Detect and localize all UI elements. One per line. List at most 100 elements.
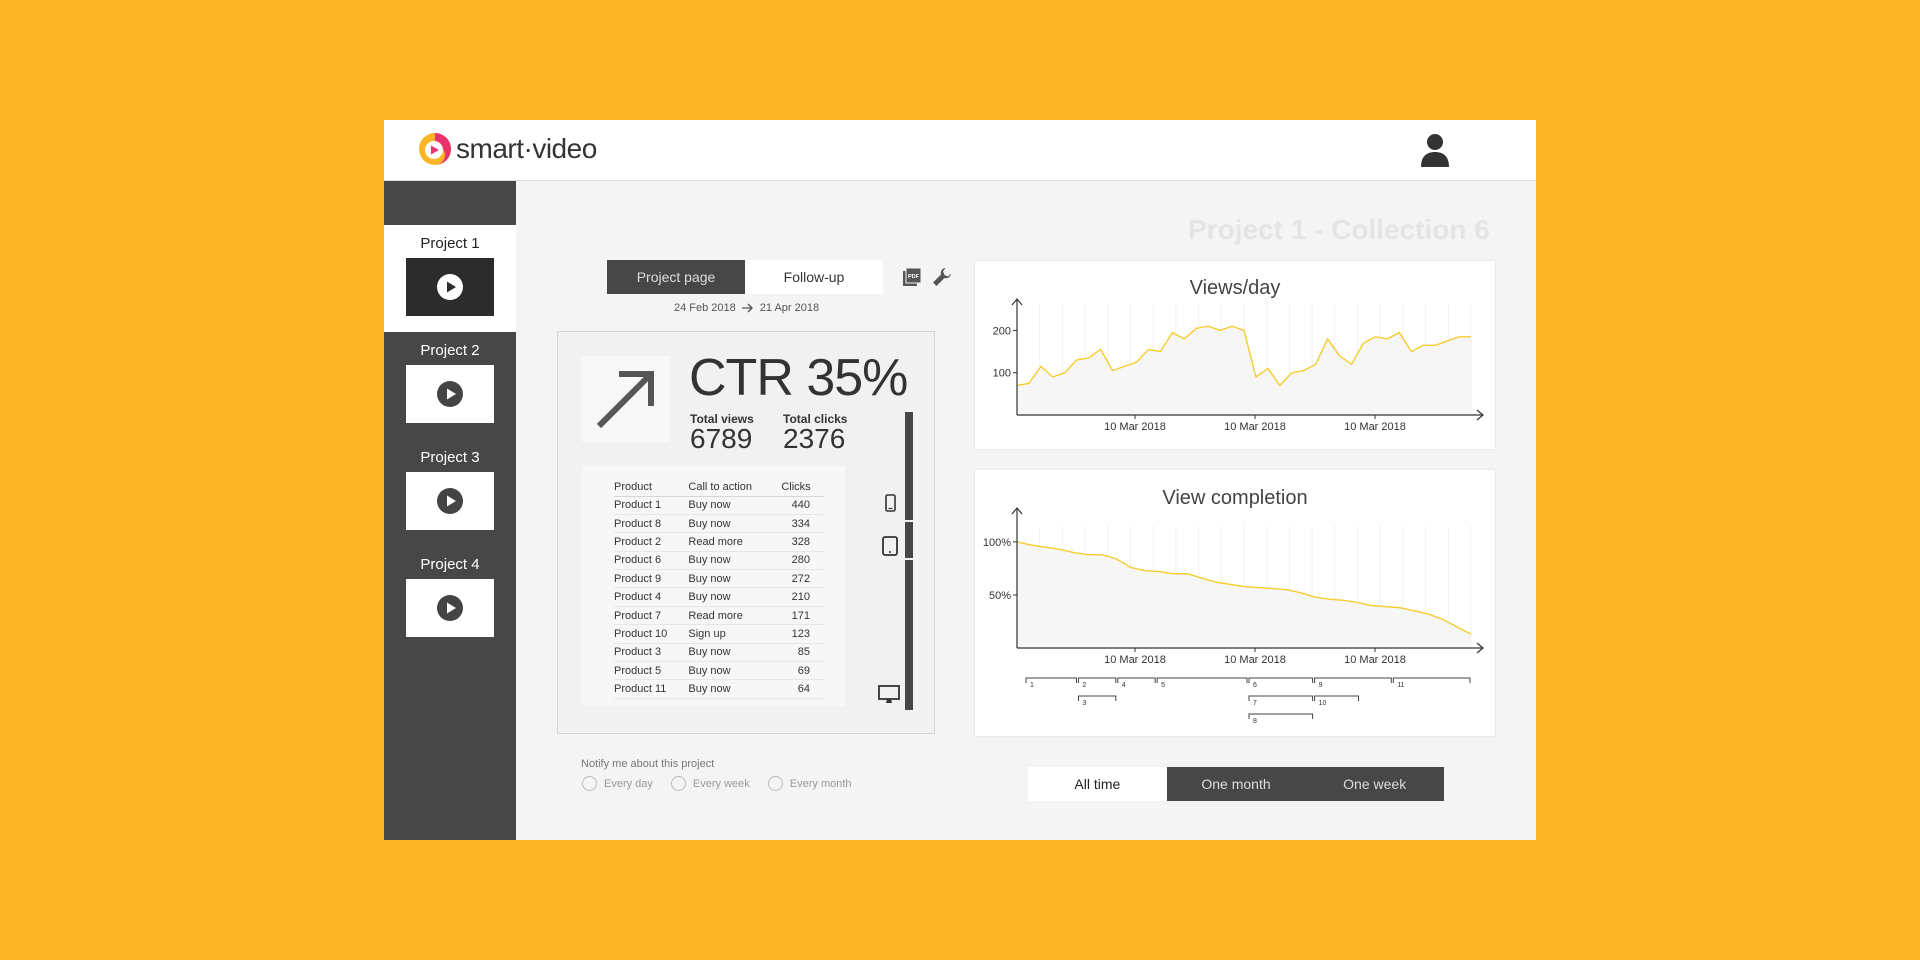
app-window: smart·video Project 1 Project 2 Project … <box>384 120 1536 840</box>
cell-product: Product 5 <box>614 661 689 681</box>
x-tick-label: 10 Mar 2018 <box>1104 654 1166 666</box>
play-icon <box>437 274 463 300</box>
page-tabs: Project page Follow-up <box>607 260 883 294</box>
y-axis-arrow <box>1011 507 1023 515</box>
project-thumbnail[interactable] <box>406 579 494 637</box>
x-tick-label: 10 Mar 2018 <box>1344 421 1406 433</box>
range-tab-one-week[interactable]: One week <box>1343 776 1407 792</box>
x-tick-label: 10 Mar 2018 <box>1224 654 1286 666</box>
segment-label: 8 <box>1253 718 1257 725</box>
segment-bracket <box>1314 695 1359 701</box>
cell-clicks: 171 <box>777 606 824 626</box>
radio-every-week[interactable]: Every week <box>670 776 750 791</box>
project-label: Project 3 <box>420 449 480 466</box>
sidebar-project-2[interactable]: Project 2 <box>384 332 516 439</box>
cell-product: Product 7 <box>614 606 689 626</box>
segment-label: 9 <box>1319 682 1323 689</box>
cell-product: Product 2 <box>614 532 689 552</box>
cell-cta: Buy now <box>688 496 778 515</box>
sidebar-project-1[interactable]: Project 1 <box>384 225 516 332</box>
table-row: Product 5 Buy now 69 <box>614 661 824 681</box>
total-clicks: Total clicks 2376 <box>783 412 848 453</box>
play-icon <box>437 595 463 621</box>
range-tab-all-time[interactable]: All time <box>1028 767 1167 801</box>
notify-label: Notify me about this project <box>581 758 715 770</box>
cell-product: Product 10 <box>614 624 689 644</box>
cell-cta: Buy now <box>688 587 778 607</box>
radio-every-day[interactable]: Every day <box>582 776 653 791</box>
notify-options: Every day Every week Every month <box>582 776 852 791</box>
cell-cta: Read more <box>688 606 778 626</box>
column-header: Call to action <box>688 478 778 497</box>
segment-bracket <box>1314 677 1392 683</box>
cell-product: Product 8 <box>614 514 689 534</box>
segment-label: 1 <box>1030 682 1034 689</box>
segment-bracket <box>1248 713 1314 719</box>
cell-clicks: 440 <box>777 496 824 515</box>
range-tab-one-month[interactable]: One month <box>1201 776 1271 792</box>
segment-bracket <box>1248 677 1314 683</box>
project-label: Project 1 <box>420 235 480 252</box>
project-thumbnail[interactable] <box>406 472 494 530</box>
radio-every-month[interactable]: Every month <box>767 776 852 791</box>
header: smart·video <box>384 120 1536 181</box>
total-views-label: Total views <box>690 412 754 426</box>
cell-cta: Buy now <box>688 551 778 571</box>
x-tick-label: 10 Mar 2018 <box>1104 421 1166 433</box>
cell-clicks: 85 <box>777 643 824 663</box>
cell-clicks: 123 <box>777 624 824 644</box>
play-icon <box>437 381 463 407</box>
radio-label: Every day <box>604 777 653 790</box>
segment-bracket <box>1077 677 1117 683</box>
table-row: Product 9 Buy now 272 <box>614 569 824 589</box>
cell-cta: Buy now <box>688 679 778 699</box>
table-row: Product 1 Buy now 440 <box>614 496 824 515</box>
sidebar-project-3[interactable]: Project 3 <box>384 439 516 546</box>
stats-panel: CTR 35% Total views 6789 Total clicks 23… <box>557 331 935 734</box>
view-completion-svg: 50% 100% 10 Mar 2018 10 Mar 2018 10 Mar 2018… <box>983 507 1484 725</box>
segment-label: 4 <box>1122 682 1126 689</box>
y-tick-label: 100% <box>983 537 1011 549</box>
trend-up-icon <box>582 356 670 442</box>
project-thumbnail[interactable] <box>406 258 494 316</box>
segment-bracket <box>1025 677 1077 683</box>
project-label: Project 2 <box>420 342 480 359</box>
chart-title: View completion <box>1162 487 1308 509</box>
tab-project-page[interactable]: Project page <box>607 260 745 294</box>
table-row: Product 2 Read more 328 <box>614 532 824 552</box>
logo-mark-icon <box>418 132 452 166</box>
user-icon[interactable] <box>1418 132 1452 168</box>
cell-product: Product 11 <box>614 679 689 699</box>
cell-cta: Buy now <box>688 661 778 681</box>
play-icon <box>437 488 463 514</box>
radio-label: Every week <box>692 777 750 790</box>
sidebar-project-4[interactable]: Project 4 <box>384 546 516 653</box>
table-row: Product 4 Buy now 210 <box>614 587 824 607</box>
segment-label: 3 <box>1082 700 1086 707</box>
wrench-icon[interactable] <box>931 266 953 293</box>
views-per-day-chart: 100 200 10 Mar 2018 10 Mar 2018 10 Mar 2018 … <box>975 261 1495 449</box>
project-thumbnail[interactable] <box>406 365 494 423</box>
logo[interactable]: smart·video <box>418 132 597 166</box>
x-axis-arrow <box>1476 642 1484 654</box>
total-clicks-label: Total clicks <box>783 412 848 426</box>
date-range[interactable]: 24 Feb 2018 21 Apr 2018 <box>674 302 819 314</box>
ctr-value: CTR 35% <box>689 349 908 407</box>
table-row: Product 6 Buy now 280 <box>614 551 824 571</box>
cell-cta: Buy now <box>688 569 778 589</box>
series-line <box>1016 325 1471 387</box>
phone-icon <box>885 494 896 517</box>
tab-follow-up[interactable]: Follow-up <box>783 269 845 285</box>
cell-clicks: 328 <box>777 532 824 552</box>
table-row: Product 10 Sign up 123 <box>614 624 824 644</box>
column-header: Clicks <box>777 478 824 497</box>
cell-product: Product 3 <box>614 643 689 663</box>
sidebar: Project 1 Project 2 Project 3 Project 4 <box>384 181 516 840</box>
pdf-icon[interactable]: PDF <box>902 267 922 292</box>
cell-clicks: 210 <box>777 587 824 607</box>
table-row: Product 7 Read more 171 <box>614 606 824 626</box>
segment-bracket <box>1156 677 1248 683</box>
cell-clicks: 272 <box>777 569 824 589</box>
y-axis-arrow <box>1011 298 1023 306</box>
